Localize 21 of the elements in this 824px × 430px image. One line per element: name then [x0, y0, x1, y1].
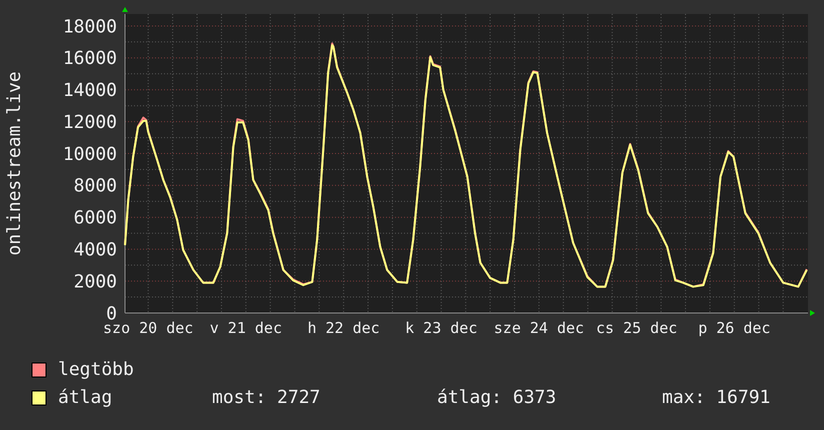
x-tick-label: cs 25 dec: [596, 319, 678, 337]
text: átlag: 6373: [437, 387, 556, 408]
y-tick-label: 12000: [62, 112, 117, 133]
legend-label: átlag: [58, 387, 112, 408]
y-tick-label: 8000: [74, 176, 117, 197]
y-tick-label: 16000: [62, 48, 117, 70]
y-tick-label: 14000: [62, 80, 117, 102]
y-tick-label: 2000: [74, 271, 117, 292]
y-tick-label: 6000: [74, 208, 117, 229]
y-tick-label: 18000: [62, 16, 117, 38]
text: max: 16791: [662, 387, 770, 408]
text: most: 2727: [212, 387, 320, 408]
x-tick-label: h 22 dec: [307, 319, 380, 337]
legend-label: legtöbb: [58, 359, 134, 380]
y-tick-label: 10000: [62, 144, 117, 165]
y-axis-title: onlinestream.live: [4, 71, 25, 256]
x-tick-label: v 21 dec: [210, 319, 282, 337]
y-tick-label: 4000: [74, 240, 117, 261]
x-tick-label: sze 24 dec: [494, 319, 584, 337]
x-tick-label: p 26 dec: [698, 319, 770, 337]
x-tick-label: k 23 dec: [405, 319, 478, 337]
